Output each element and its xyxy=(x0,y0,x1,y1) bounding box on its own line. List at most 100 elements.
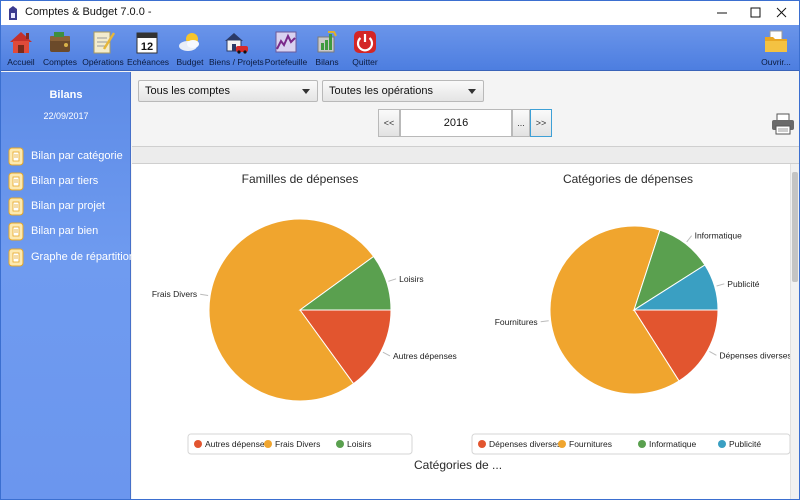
sidebar-item-bilan-categorie[interactable]: Bilan par catégorie xyxy=(7,145,129,167)
notepad-icon xyxy=(93,31,116,54)
toolbar-label: Bilans xyxy=(315,57,339,67)
accounts-select[interactable]: Tous les comptes xyxy=(138,80,318,102)
slice-label-fournitures: Fournitures xyxy=(495,317,538,327)
toolbar-ouvrir-button[interactable]: Ouvrir... xyxy=(756,29,796,69)
slice-label-leader xyxy=(709,350,717,356)
slice-label-leader xyxy=(686,235,692,243)
minimize-button[interactable] xyxy=(705,1,739,25)
wallet-icon xyxy=(50,32,70,52)
window-title: Comptes & Budget 7.0.0 - xyxy=(25,6,152,18)
slice-label-leader xyxy=(388,278,397,282)
power-icon xyxy=(354,31,376,53)
folder-icon xyxy=(765,30,787,52)
scrollbar-thumb[interactable] xyxy=(792,172,798,282)
document-icon xyxy=(8,248,24,267)
pie-slice-fournitures[interactable] xyxy=(549,225,680,395)
sidebar-item-bilan-bien[interactable]: Bilan par bien xyxy=(7,220,129,242)
slice-label-leader xyxy=(716,283,725,287)
accounts-select-value: Tous les comptes xyxy=(145,85,230,97)
chart-legend xyxy=(471,433,790,455)
legend-swatch-publicite xyxy=(718,440,726,448)
previous-year-button[interactable]: << xyxy=(378,109,400,137)
pie-slice-loisirs[interactable] xyxy=(298,255,392,311)
operations-select-value: Toutes les opérations xyxy=(329,85,433,97)
toolbar-quitter-button[interactable]: Quitter xyxy=(347,29,383,69)
pie-slice-frais-divers[interactable] xyxy=(208,218,375,402)
document-icon xyxy=(8,147,24,166)
main-toolbar: Accueil Comptes Opérations xyxy=(1,25,799,71)
pie-slice-autres-depenses[interactable] xyxy=(299,309,392,385)
next-year-button[interactable]: >> xyxy=(530,109,552,137)
legend-label-publicite: Publicité xyxy=(729,439,761,449)
year-field[interactable]: 2016 xyxy=(400,109,512,137)
pie-slice-depenses-diverses[interactable] xyxy=(633,309,719,382)
legend-label-fournitures: Fournitures xyxy=(569,439,612,449)
app-logo-icon xyxy=(9,6,17,20)
legend-label-informatique: Informatique xyxy=(649,439,697,449)
pie-slice-publicite[interactable] xyxy=(632,264,719,311)
chart-legend xyxy=(187,433,413,455)
document-icon xyxy=(8,222,24,241)
close-button[interactable] xyxy=(765,1,799,25)
slice-label-publicite: Publicité xyxy=(727,279,759,289)
chevron-down-icon xyxy=(468,89,476,94)
stock-chart-icon xyxy=(275,31,297,53)
toolbar-label: Comptes xyxy=(42,57,77,67)
printer-icon[interactable] xyxy=(770,112,796,136)
weather-icon xyxy=(179,33,199,51)
sidebar-item-label: Bilan par projet xyxy=(31,200,105,212)
toolbar-label: Quitter xyxy=(352,57,378,67)
toolbar-label: Ouvrir... xyxy=(761,57,791,67)
maximize-button[interactable] xyxy=(739,1,773,25)
toolbar-label: Accueil xyxy=(7,57,35,67)
chevron-down-icon xyxy=(302,89,310,94)
sidebar-title: Bilans xyxy=(49,89,83,101)
toolbar-comptes-button[interactable]: Comptes xyxy=(41,29,79,69)
calendar-day: 12 xyxy=(141,41,153,53)
sidebar-item-bilan-projet[interactable]: Bilan par projet xyxy=(7,195,129,217)
main-panel: Tous les comptes Toutes les opérations <… xyxy=(132,72,799,499)
toolbar-label: Opérations xyxy=(82,57,124,67)
pie-charts: Autres dépenses Frais Divers Loisirs Autres… xyxy=(152,218,790,455)
charts-area: Familles de dépenses Catégories de dépen… xyxy=(132,164,799,499)
slice-label-depenses-diverses: Dépenses diverses xyxy=(719,350,790,360)
toolbar-operations-button[interactable]: Opérations xyxy=(81,29,125,69)
legend-swatch-loisirs xyxy=(336,440,344,448)
toolbar-portefeuille-button[interactable]: Portefeuille xyxy=(263,29,309,69)
toolbar-accueil-button[interactable]: Accueil xyxy=(3,29,39,69)
toolbar-label: Budget xyxy=(176,57,204,67)
slice-label-loisirs: Loisirs xyxy=(399,274,424,284)
toolbar-bilans-button[interactable]: Bilans xyxy=(311,29,343,69)
legend-swatch-autres-depenses xyxy=(194,440,202,448)
legend-label-autres-depenses: Autres dépenses xyxy=(205,439,269,449)
vertical-scrollbar[interactable] xyxy=(790,164,799,499)
sidebar-item-bilan-tiers[interactable]: Bilan par tiers xyxy=(7,170,129,192)
year-picker-button[interactable]: ... xyxy=(512,109,530,137)
sidebar-item-label: Bilan par catégorie xyxy=(31,150,123,162)
toolbar-echeances-button[interactable]: 12 Echéances xyxy=(127,29,170,69)
toolbar-label: Echéances xyxy=(127,57,170,67)
report-icon xyxy=(317,31,337,53)
legend-label-frais-divers: Frais Divers xyxy=(275,439,320,449)
chart-title-familles: Familles de dépenses xyxy=(241,172,359,186)
sidebar-item-graphe-repartition[interactable]: Graphe de répartition xyxy=(7,246,135,268)
calendar-icon: 12 xyxy=(136,32,158,54)
slice-label-leader xyxy=(200,293,209,296)
title-bar: Comptes & Budget 7.0.0 - xyxy=(1,1,799,25)
sidebar-item-label: Graphe de répartition xyxy=(31,251,135,263)
slice-label-autres-depenses: Autres dépenses xyxy=(393,351,457,361)
toolbar-biens-projets-button[interactable]: Biens / Projets xyxy=(209,29,264,69)
operations-select[interactable]: Toutes les opérations xyxy=(322,80,484,102)
toolbar-label: Biens / Projets xyxy=(209,57,264,67)
slice-label-frais-divers: Frais Divers xyxy=(152,289,197,299)
legend-swatch-informatique xyxy=(638,440,646,448)
sidebar-item-label: Bilan par bien xyxy=(31,225,99,237)
toolbar-budget-button[interactable]: Budget xyxy=(171,29,209,69)
document-icon xyxy=(8,197,24,216)
toolbar-label: Portefeuille xyxy=(264,57,308,67)
house-car-icon xyxy=(225,33,248,54)
home-icon xyxy=(10,32,32,53)
legend-swatch-depenses-diverses xyxy=(478,440,486,448)
sidebar-date: 22/09/2017 xyxy=(43,111,89,121)
slice-label-leader xyxy=(540,320,549,323)
